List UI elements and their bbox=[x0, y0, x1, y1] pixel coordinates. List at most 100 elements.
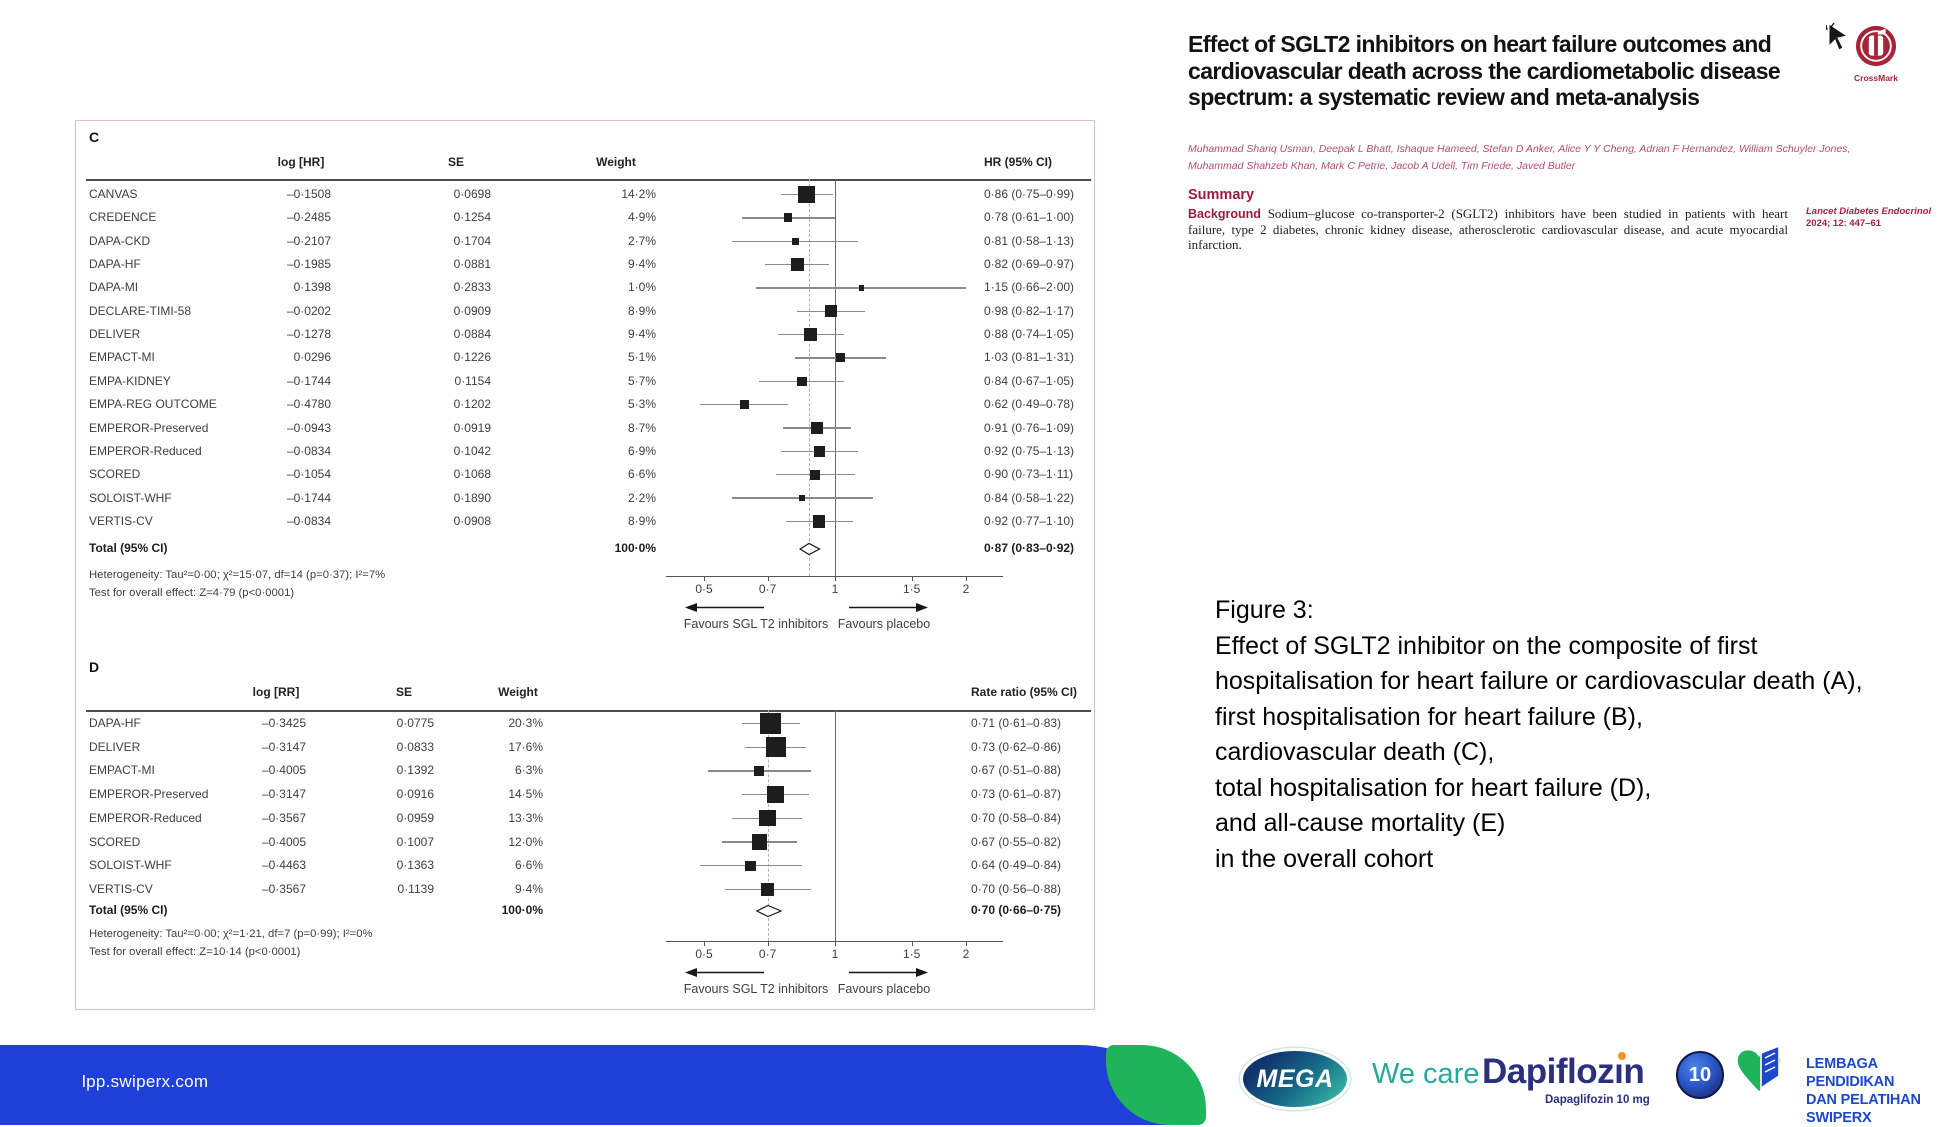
se-value: 0·1139 bbox=[397, 881, 434, 896]
total-estimate: 0·70 (0·66–0·75) bbox=[971, 903, 1062, 917]
weight-value: 2·7% bbox=[627, 233, 656, 248]
point-estimate-marker bbox=[754, 765, 765, 776]
crossmark-label: CrossMark bbox=[1854, 73, 1898, 83]
se-value: 0·1704 bbox=[453, 233, 491, 248]
cursor-icon bbox=[1825, 22, 1852, 57]
estimate-value: 0·81 (0·58–1·13) bbox=[984, 233, 1075, 248]
study-name: EMPACT-MI bbox=[89, 350, 155, 365]
point-estimate-marker bbox=[809, 469, 821, 480]
axis-tick bbox=[703, 941, 706, 946]
se-value: 0·1226 bbox=[453, 350, 491, 365]
summary-heading: Summary bbox=[1188, 187, 1255, 203]
column-header-se: SE bbox=[395, 685, 413, 699]
figure-caption-line: cardiovascular death (C), bbox=[1215, 738, 1495, 766]
log-value: –0·1744 bbox=[286, 490, 331, 505]
log-value: –0·0943 bbox=[286, 420, 331, 435]
point-estimate-marker bbox=[759, 810, 776, 827]
weight-value: 6·3% bbox=[514, 763, 543, 778]
panel-label: C bbox=[89, 129, 100, 145]
log-value: –0·0202 bbox=[286, 303, 331, 318]
background-abstract: Background Sodium–glucose co-transporter… bbox=[1188, 206, 1788, 249]
study-name: EMPEROR-Preserved bbox=[89, 420, 209, 435]
axis-tick-label: 2 bbox=[962, 582, 970, 596]
header-rule bbox=[86, 179, 1091, 181]
estimate-value: 0·62 (0·49–0·78) bbox=[984, 397, 1075, 412]
se-value: 0·1392 bbox=[396, 763, 434, 778]
point-estimate-marker bbox=[813, 446, 825, 457]
background-text: Sodium–glucose co-transporter-2 (SGLT2) … bbox=[1188, 206, 1788, 249]
total-estimate: 0·87 (0·83–0·92) bbox=[984, 541, 1075, 555]
log-value: –0·1054 bbox=[286, 467, 331, 482]
article-authors: Muhammad Shariq Usman, Deepak L Bhatt, I… bbox=[1188, 141, 1850, 174]
favours-left-arrow bbox=[685, 968, 764, 977]
weight-value: 14·2% bbox=[621, 187, 656, 201]
estimate-value: 0·92 (0·77–1·10) bbox=[984, 513, 1075, 528]
log-value: –0·2107 bbox=[286, 233, 331, 248]
point-estimate-marker bbox=[745, 860, 756, 871]
pooled-estimate-dashed-line bbox=[808, 179, 810, 576]
axis-tick-label: 0·5 bbox=[695, 947, 713, 961]
study-name: CANVAS bbox=[89, 187, 138, 201]
weight-value: 4·9% bbox=[627, 210, 656, 225]
weight-value: 5·7% bbox=[627, 373, 656, 388]
se-value: 0·1068 bbox=[453, 467, 491, 482]
estimate-value: 0·78 (0·61–1·00) bbox=[984, 210, 1075, 225]
log-value: –0·4463 bbox=[261, 858, 306, 873]
axis-line-of-no-effect bbox=[835, 710, 837, 941]
favours-left-label: Favours SGL T2 inhibitors bbox=[683, 982, 829, 996]
column-header-weight: Weight bbox=[596, 155, 636, 169]
log-value: –0·3567 bbox=[261, 881, 306, 896]
overall-effect-text: Test for overall effect: Z=10·14 (p<0·00… bbox=[89, 946, 301, 958]
log-value: 0·0296 bbox=[293, 350, 331, 365]
weight-value: 5·3% bbox=[627, 397, 656, 412]
total-row-label: Total (95% CI) bbox=[89, 903, 168, 917]
weight-value: 6·6% bbox=[514, 858, 543, 873]
log-value: –0·2485 bbox=[286, 210, 331, 225]
heterogeneity-text: Heterogeneity: Tau²=0·00; χ²=1·21, df=7 … bbox=[89, 928, 373, 940]
weight-value: 9·4% bbox=[627, 327, 656, 342]
figure-caption: Figure 3: Effect of SGLT2 inhibitor on th… bbox=[1215, 593, 1880, 877]
study-name: EMPACT-MI bbox=[89, 763, 155, 778]
figure-caption-line: total hospitalisation for heart failure … bbox=[1215, 773, 1652, 802]
weight-value: 17·6% bbox=[508, 739, 543, 754]
article-title-line: cardiovascular death across the cardiome… bbox=[1188, 57, 1781, 84]
axis-tick bbox=[767, 941, 769, 946]
log-value: 0·1398 bbox=[293, 280, 331, 295]
weight-value: 6·9% bbox=[627, 443, 656, 458]
log-value: –0·3567 bbox=[261, 810, 306, 825]
panel-label: D bbox=[89, 659, 100, 675]
mega-logo-text: MEGA bbox=[1256, 1064, 1334, 1093]
background-label: Background bbox=[1188, 207, 1261, 221]
article-authors-line: Muhammad Shariq Usman, Deepak L Bhatt, I… bbox=[1188, 143, 1851, 155]
study-name: SCORED bbox=[89, 834, 141, 849]
favours-right-arrow bbox=[849, 968, 928, 977]
estimate-value: 0·90 (0·73–1·11) bbox=[984, 467, 1074, 482]
point-estimate-marker bbox=[783, 213, 793, 223]
favours-right-label: Favours placebo bbox=[837, 617, 931, 631]
point-estimate-marker bbox=[798, 494, 806, 502]
point-estimate-marker bbox=[765, 737, 786, 758]
study-name: DECLARE-TIMI-58 bbox=[89, 303, 192, 318]
point-estimate-marker bbox=[791, 258, 804, 271]
axis-tick-label: 1 bbox=[831, 947, 839, 961]
figure-caption-line: first hospitalisation for heart failure … bbox=[1215, 702, 1643, 731]
org-line: DAN PELATIHAN SWIPERX bbox=[1806, 1092, 1921, 1126]
estimate-value: 1·03 (0·81–1·31) bbox=[984, 350, 1075, 365]
se-value: 0·1363 bbox=[396, 858, 434, 873]
point-estimate-marker bbox=[811, 421, 824, 435]
weight-value: 13·3% bbox=[508, 810, 543, 825]
weight-value: 8·7% bbox=[627, 420, 656, 435]
article-title-line: spectrum: a systematic review and meta-a… bbox=[1188, 84, 1700, 110]
axis bbox=[666, 576, 1003, 578]
estimate-value: 0·91 (0·76–1·09) bbox=[984, 420, 1075, 435]
study-name: DAPA-MI bbox=[89, 280, 139, 295]
estimate-value: 0·82 (0·69–0·97) bbox=[984, 257, 1075, 272]
log-value: –0·1744 bbox=[286, 373, 331, 388]
favours-right-label: Favours placebo bbox=[837, 982, 931, 996]
study-name: DAPA-CKD bbox=[89, 233, 151, 248]
estimate-value: 0·84 (0·58–1·22) bbox=[984, 490, 1075, 505]
axis-line-of-no-effect bbox=[835, 179, 837, 576]
axis-tick-label: 1 bbox=[831, 582, 839, 596]
column-header-log: log [HR] bbox=[277, 155, 325, 169]
se-value: 0·1890 bbox=[453, 490, 491, 505]
